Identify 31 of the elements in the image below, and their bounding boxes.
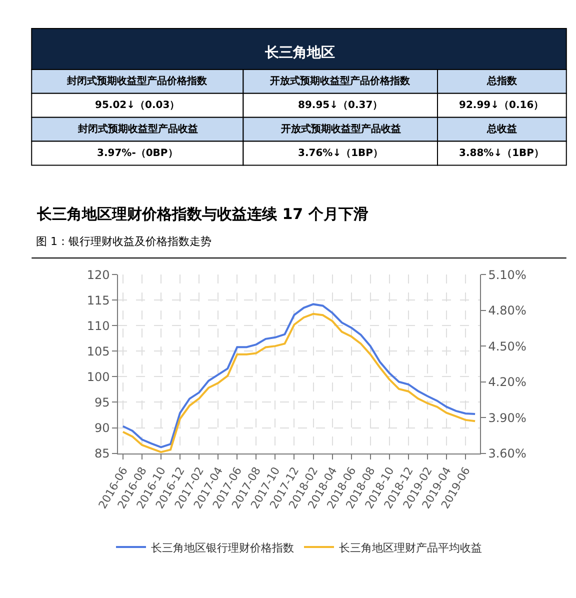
text: 3.97%-（0BP）: [97, 148, 178, 159]
y-tick-label: 100: [86, 370, 110, 384]
text: 总收益: [486, 123, 517, 135]
text: 开放式预期收益型产品收益: [280, 123, 401, 135]
y2-tick-label: 4.50%: [488, 339, 526, 354]
y2-tick-label: 4.20%: [488, 375, 526, 390]
text: 开放式预期收益型产品价格指数: [269, 75, 411, 87]
text: 89.95↓（0.37）: [298, 100, 383, 111]
text: 封闭式预期收益型产品收益: [77, 123, 198, 135]
y-tick-label: 110: [86, 318, 110, 333]
y2-tick-label: 4.80%: [488, 304, 526, 318]
legend-label: 长三角地区理财产品平均收益: [339, 541, 482, 554]
y-tick-label: 120: [86, 268, 110, 282]
y-tick-label: 105: [86, 344, 110, 358]
text: 3.76%↓（1BP）: [298, 148, 383, 159]
y2-tick-label: 5.10%: [488, 268, 526, 282]
y-tick-label: 115: [86, 293, 110, 308]
chart-title: 长三角地区理财价格指数与收益连续 17 个月下滑: [36, 205, 368, 223]
y2-tick-label: 3.60%: [488, 446, 526, 461]
legend-label: 长三角地区银行理财价格指数: [151, 541, 294, 554]
text: 封闭式预期收益型产品价格指数: [66, 75, 208, 87]
text: 92.99↓（0.16）: [459, 100, 544, 111]
text: 95.02↓（0.03）: [95, 100, 180, 111]
text: 3.88%↓（1BP）: [459, 148, 544, 159]
y-tick-label: 95: [94, 395, 110, 410]
text: 长三角地区: [264, 45, 335, 61]
y-tick-label: 85: [94, 446, 110, 461]
chart-subtitle: 图 1：银行理财收益及价格指数走势: [36, 235, 212, 248]
y2-tick-label: 3.90%: [488, 410, 526, 425]
text: 总指数: [486, 75, 518, 87]
y-tick-label: 90: [94, 420, 110, 435]
